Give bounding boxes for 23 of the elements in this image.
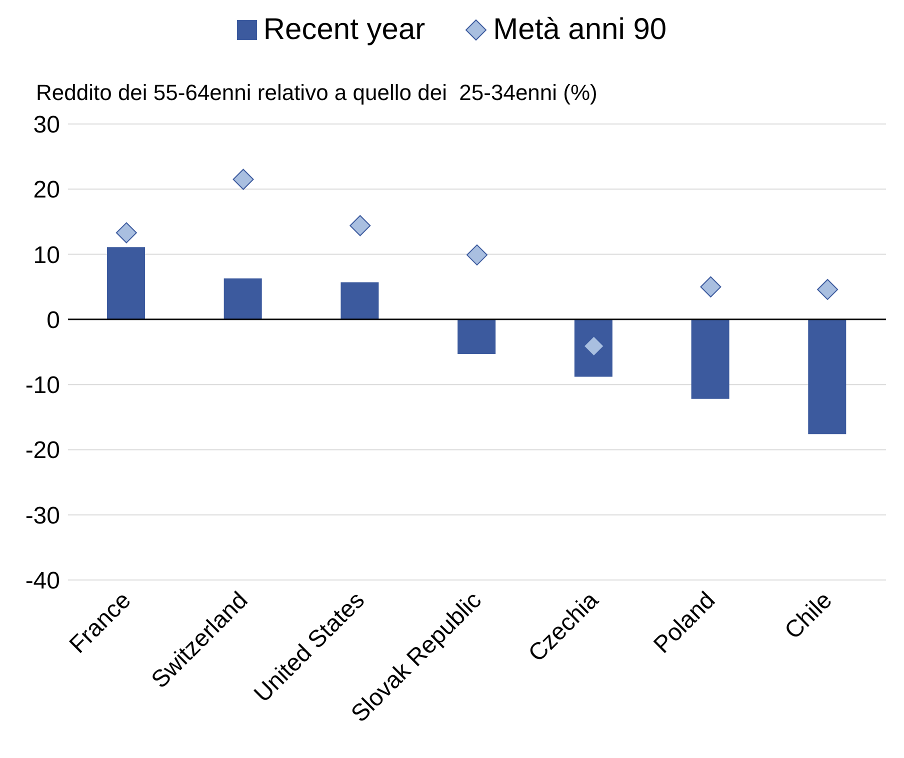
bar	[224, 278, 262, 320]
bar	[691, 319, 730, 399]
y-tick-label: 30	[33, 112, 60, 139]
y-tick-label: 10	[33, 242, 60, 269]
bar	[458, 319, 496, 354]
point	[817, 278, 838, 300]
bar	[340, 282, 379, 320]
point	[350, 215, 371, 236]
bar	[107, 247, 145, 320]
legend-label: Recent year	[263, 13, 426, 47]
point	[466, 244, 488, 266]
y-tick-label: 20	[33, 176, 60, 204]
y-tick-label: -20	[25, 437, 60, 464]
y-axis-title: Reddito dei 55-64enni relativo a quello dei 25-34enni (%)	[36, 80, 598, 107]
point	[116, 222, 137, 244]
y-tick-label: -40	[25, 568, 60, 595]
point	[700, 276, 722, 298]
legend-label: Metà anni 90	[493, 13, 667, 47]
y-tick-label: 0	[46, 306, 60, 334]
bar	[808, 319, 846, 434]
y-tick-label: -10	[25, 372, 60, 400]
point	[232, 168, 254, 190]
y-tick-label: -30	[25, 502, 60, 530]
